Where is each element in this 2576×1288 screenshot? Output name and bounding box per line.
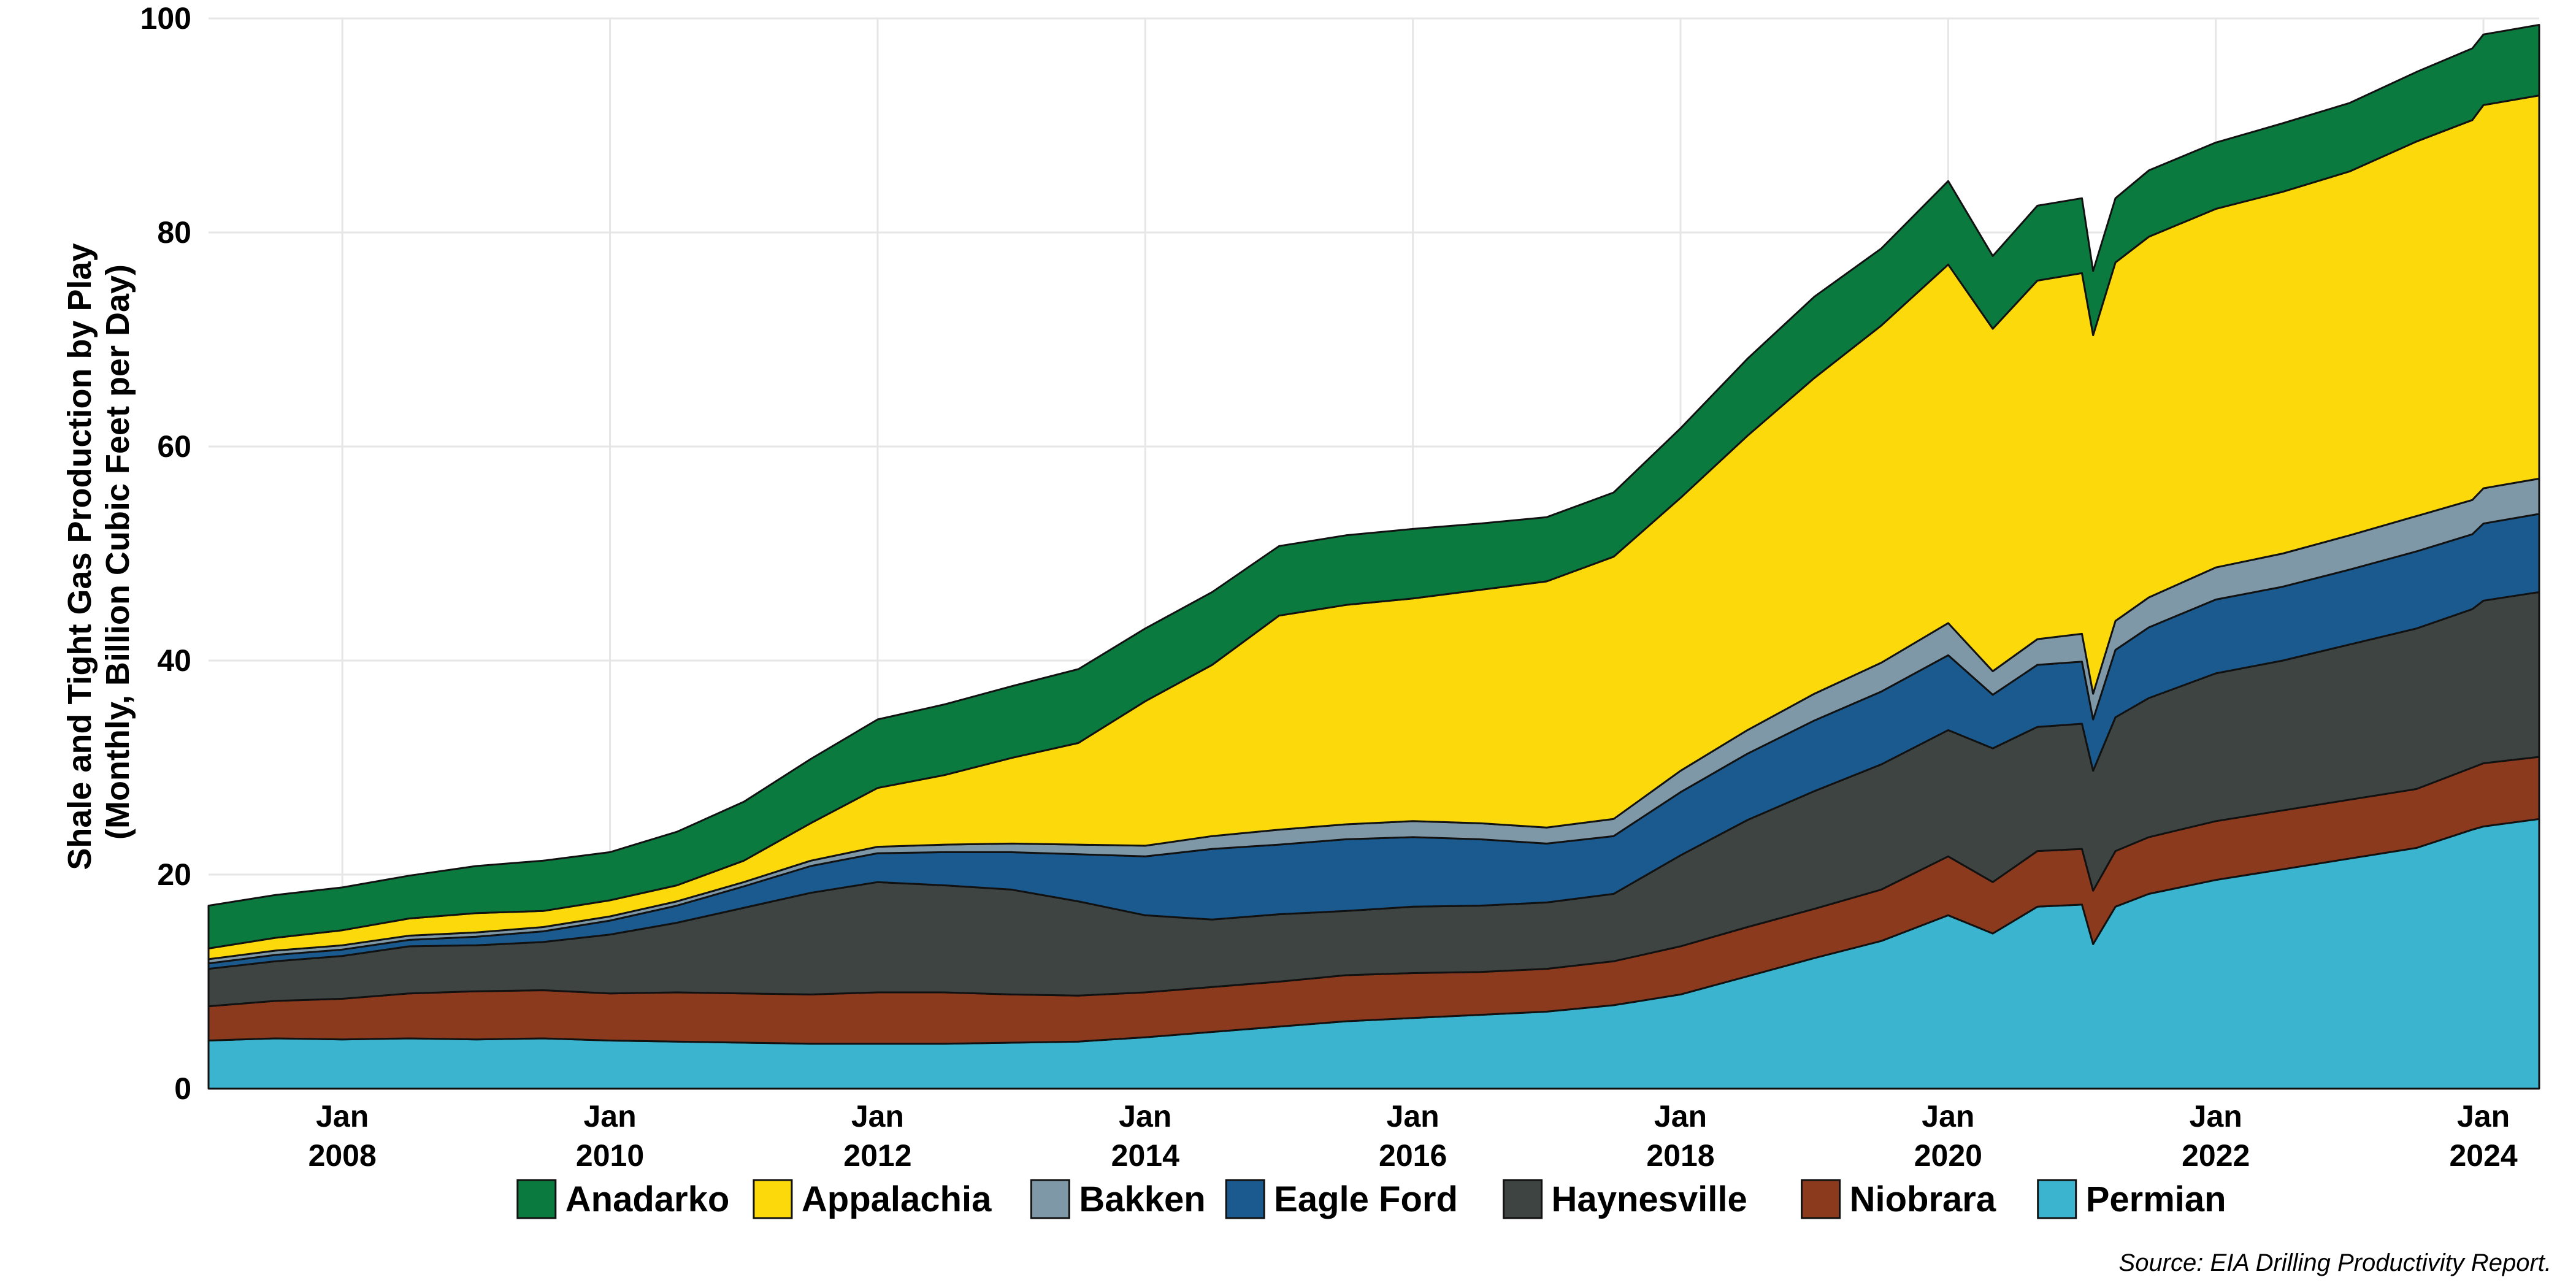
legend-swatch — [1503, 1179, 1543, 1219]
y-axis-ticks: 0 20 40 60 80 100 — [140, 1, 191, 1106]
legend-label: Appalachia — [802, 1179, 992, 1219]
y-tick-label: 80 — [157, 215, 191, 250]
y-tick-label: 60 — [157, 429, 191, 464]
x-tick-label-year: 2014 — [1111, 1138, 1179, 1173]
x-tick-label-year: 2024 — [2449, 1138, 2517, 1173]
x-tick-label-year: 2018 — [1646, 1138, 1714, 1173]
x-tick-label: Jan 2008 — [309, 1099, 377, 1173]
x-tick-label-month: Jan — [1119, 1099, 1171, 1133]
x-tick-label-month: Jan — [583, 1099, 636, 1133]
y-tick-label: 0 — [174, 1071, 191, 1106]
y-tick-label: 100 — [140, 1, 191, 36]
legend-item-permian: Permian — [2037, 1179, 2226, 1219]
legend-swatch — [1030, 1179, 1070, 1219]
x-axis-ticks: Jan 2008 Jan 2010 Jan 2012 Jan 2014 Jan 2016 Jan 20… — [309, 1099, 2518, 1173]
x-tick-label-year: 2020 — [1914, 1138, 1982, 1173]
x-tick-label: Jan 2016 — [1379, 1099, 1447, 1173]
legend-label: Permian — [2086, 1179, 2226, 1219]
x-tick-label-year: 2022 — [2182, 1138, 2250, 1173]
legend-swatch — [516, 1179, 557, 1219]
y-tick-label: 40 — [157, 643, 191, 678]
y-axis-title-line-1: Shale and Tight Gas Production by Play — [61, 243, 98, 870]
x-tick-label: Jan 2020 — [1914, 1099, 1982, 1173]
legend-item-eagle-ford: Eagle Ford — [1225, 1179, 1458, 1219]
x-tick-label-year: 2016 — [1379, 1138, 1447, 1173]
x-tick-label-year: 2008 — [309, 1138, 377, 1173]
y-axis-title: Shale and Tight Gas Production by Play (… — [61, 234, 136, 870]
x-tick-label-month: Jan — [1387, 1099, 1439, 1133]
legend-label: Bakken — [1079, 1179, 1205, 1219]
x-tick-label: Jan 2014 — [1111, 1099, 1179, 1173]
x-tick-label-month: Jan — [2190, 1099, 2242, 1133]
x-tick-label: Jan 2018 — [1646, 1099, 1714, 1173]
legend-label: Anadarko — [565, 1179, 730, 1219]
legend-item-anadarko: Anadarko — [516, 1179, 730, 1219]
legend-item-niobrara: Niobrara — [1801, 1179, 1996, 1219]
legend: Anadarko Appalachia Bakken Eagle Ford Haynes… — [516, 1179, 2226, 1219]
legend-item-bakken: Bakken — [1030, 1179, 1206, 1219]
source-note: Source: EIA Drilling Productivity Report… — [2119, 1249, 2551, 1276]
legend-label: Niobrara — [1850, 1179, 1996, 1219]
x-tick-label-year: 2010 — [576, 1138, 644, 1173]
area-anadarko — [207, 24, 2540, 949]
x-tick-label-month: Jan — [2457, 1099, 2510, 1133]
x-tick-label: Jan 2012 — [843, 1099, 911, 1173]
x-tick-label-month: Jan — [316, 1099, 369, 1133]
x-tick-label-month: Jan — [851, 1099, 904, 1133]
legend-item-haynesville: Haynesville — [1503, 1179, 1747, 1219]
x-tick-label: Jan 2010 — [576, 1099, 644, 1173]
x-tick-label-month: Jan — [1922, 1099, 1974, 1133]
legend-item-appalachia: Appalachia — [753, 1179, 992, 1219]
legend-swatch — [1801, 1179, 1841, 1219]
legend-label: Haynesville — [1552, 1179, 1747, 1219]
x-tick-label-year: 2012 — [843, 1138, 911, 1173]
x-tick-label: Jan 2022 — [2182, 1099, 2250, 1173]
stacked-areas — [207, 24, 2540, 1090]
legend-swatch — [1225, 1179, 1265, 1219]
y-axis-title-line-2: (Monthly, Billion Cubic Feet per Day) — [99, 264, 136, 840]
y-tick-label: 20 — [157, 857, 191, 892]
legend-label: Eagle Ford — [1274, 1179, 1458, 1219]
legend-swatch — [753, 1179, 793, 1219]
x-tick-label: Jan 2024 — [2449, 1099, 2517, 1173]
x-tick-label-month: Jan — [1654, 1099, 1707, 1133]
legend-swatch — [2037, 1179, 2077, 1219]
